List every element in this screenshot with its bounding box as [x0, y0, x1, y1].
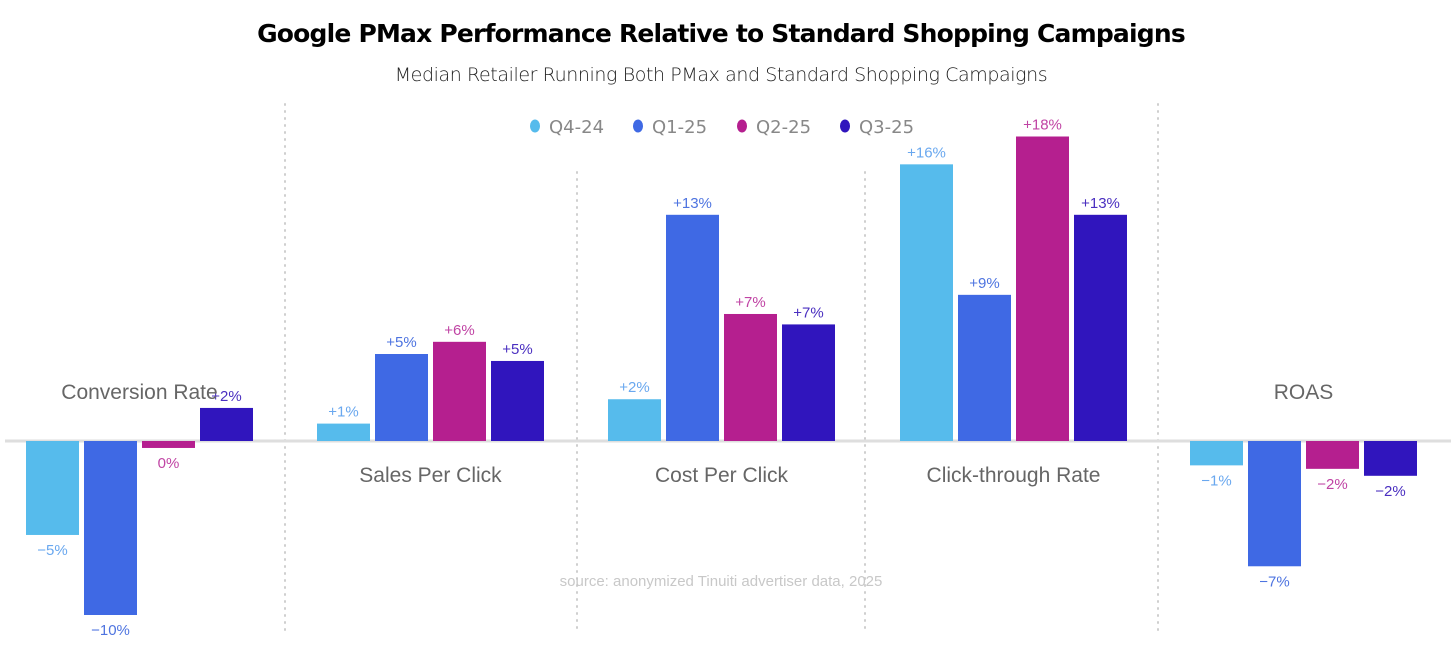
bar — [608, 399, 661, 441]
data-label: +18% — [1023, 117, 1062, 134]
category-labels: Conversion Rate Sales Per Click Cost Per C… — [61, 381, 1333, 487]
category-label: Click-through Rate — [927, 464, 1101, 487]
data-label: +2% — [619, 379, 649, 396]
data-label: −2% — [1375, 483, 1405, 500]
bar — [317, 423, 370, 441]
data-label: +16% — [907, 144, 946, 161]
legend-swatch — [633, 119, 643, 133]
data-label: +13% — [1081, 195, 1120, 212]
data-label: +5% — [386, 334, 416, 351]
legend-swatch — [737, 119, 747, 133]
bar — [84, 441, 137, 615]
data-label: +6% — [444, 322, 474, 339]
data-label: 0% — [158, 455, 180, 472]
bar — [1016, 136, 1069, 441]
bar — [782, 324, 835, 441]
legend-entry: Q1-25 — [652, 117, 707, 138]
bar — [26, 441, 79, 535]
bar — [724, 313, 777, 441]
bar — [958, 294, 1011, 441]
chart-subtitle: Median Retailer Running Both PMax and St… — [395, 64, 1048, 86]
data-label: +13% — [673, 195, 712, 212]
category-label: Sales Per Click — [359, 464, 502, 487]
data-label: −7% — [1259, 573, 1289, 590]
bar — [666, 214, 719, 441]
data-label: +7% — [793, 304, 823, 321]
bar — [1074, 214, 1127, 441]
group-dividers — [284, 103, 1159, 633]
legend-swatch — [530, 119, 540, 133]
legend-swatch — [840, 119, 850, 133]
data-label: +1% — [328, 404, 358, 421]
data-label: +9% — [969, 275, 999, 292]
bar — [1190, 441, 1243, 466]
legend-entry: Q4-24 — [549, 117, 604, 138]
bar — [1306, 441, 1359, 469]
data-label: −2% — [1317, 476, 1347, 493]
category-label: Cost Per Click — [655, 464, 789, 487]
bar — [142, 441, 195, 448]
data-label: −10% — [91, 622, 130, 639]
data-label: −1% — [1201, 472, 1231, 489]
legend-entry: Q3-25 — [859, 117, 914, 138]
bar — [433, 341, 486, 441]
data-label: −5% — [37, 542, 67, 559]
bar — [200, 407, 253, 441]
data-label: +5% — [502, 341, 532, 358]
bar — [375, 354, 428, 441]
source-note: source: anonymized Tinuiti advertiser da… — [560, 573, 883, 590]
value-labels: −5% −10% 0% +2% +1% +5% +6% +5% +2% +13% +7% +7% +16… — [37, 117, 1405, 640]
bar — [491, 360, 544, 441]
legend: Q4-24 Q1-25 Q2-25 Q3-25 — [530, 117, 914, 138]
legend-entry: Q2-25 — [756, 117, 811, 138]
data-label: +7% — [735, 294, 765, 311]
bars — [26, 136, 1417, 615]
bar — [1364, 441, 1417, 476]
data-label: +2% — [211, 388, 241, 405]
chart-title: Google PMax Performance Relative to Stan… — [257, 19, 1185, 48]
category-label: ROAS — [1274, 381, 1334, 404]
bar — [1248, 441, 1301, 567]
bar — [900, 164, 953, 441]
category-label: Conversion Rate — [61, 381, 217, 404]
